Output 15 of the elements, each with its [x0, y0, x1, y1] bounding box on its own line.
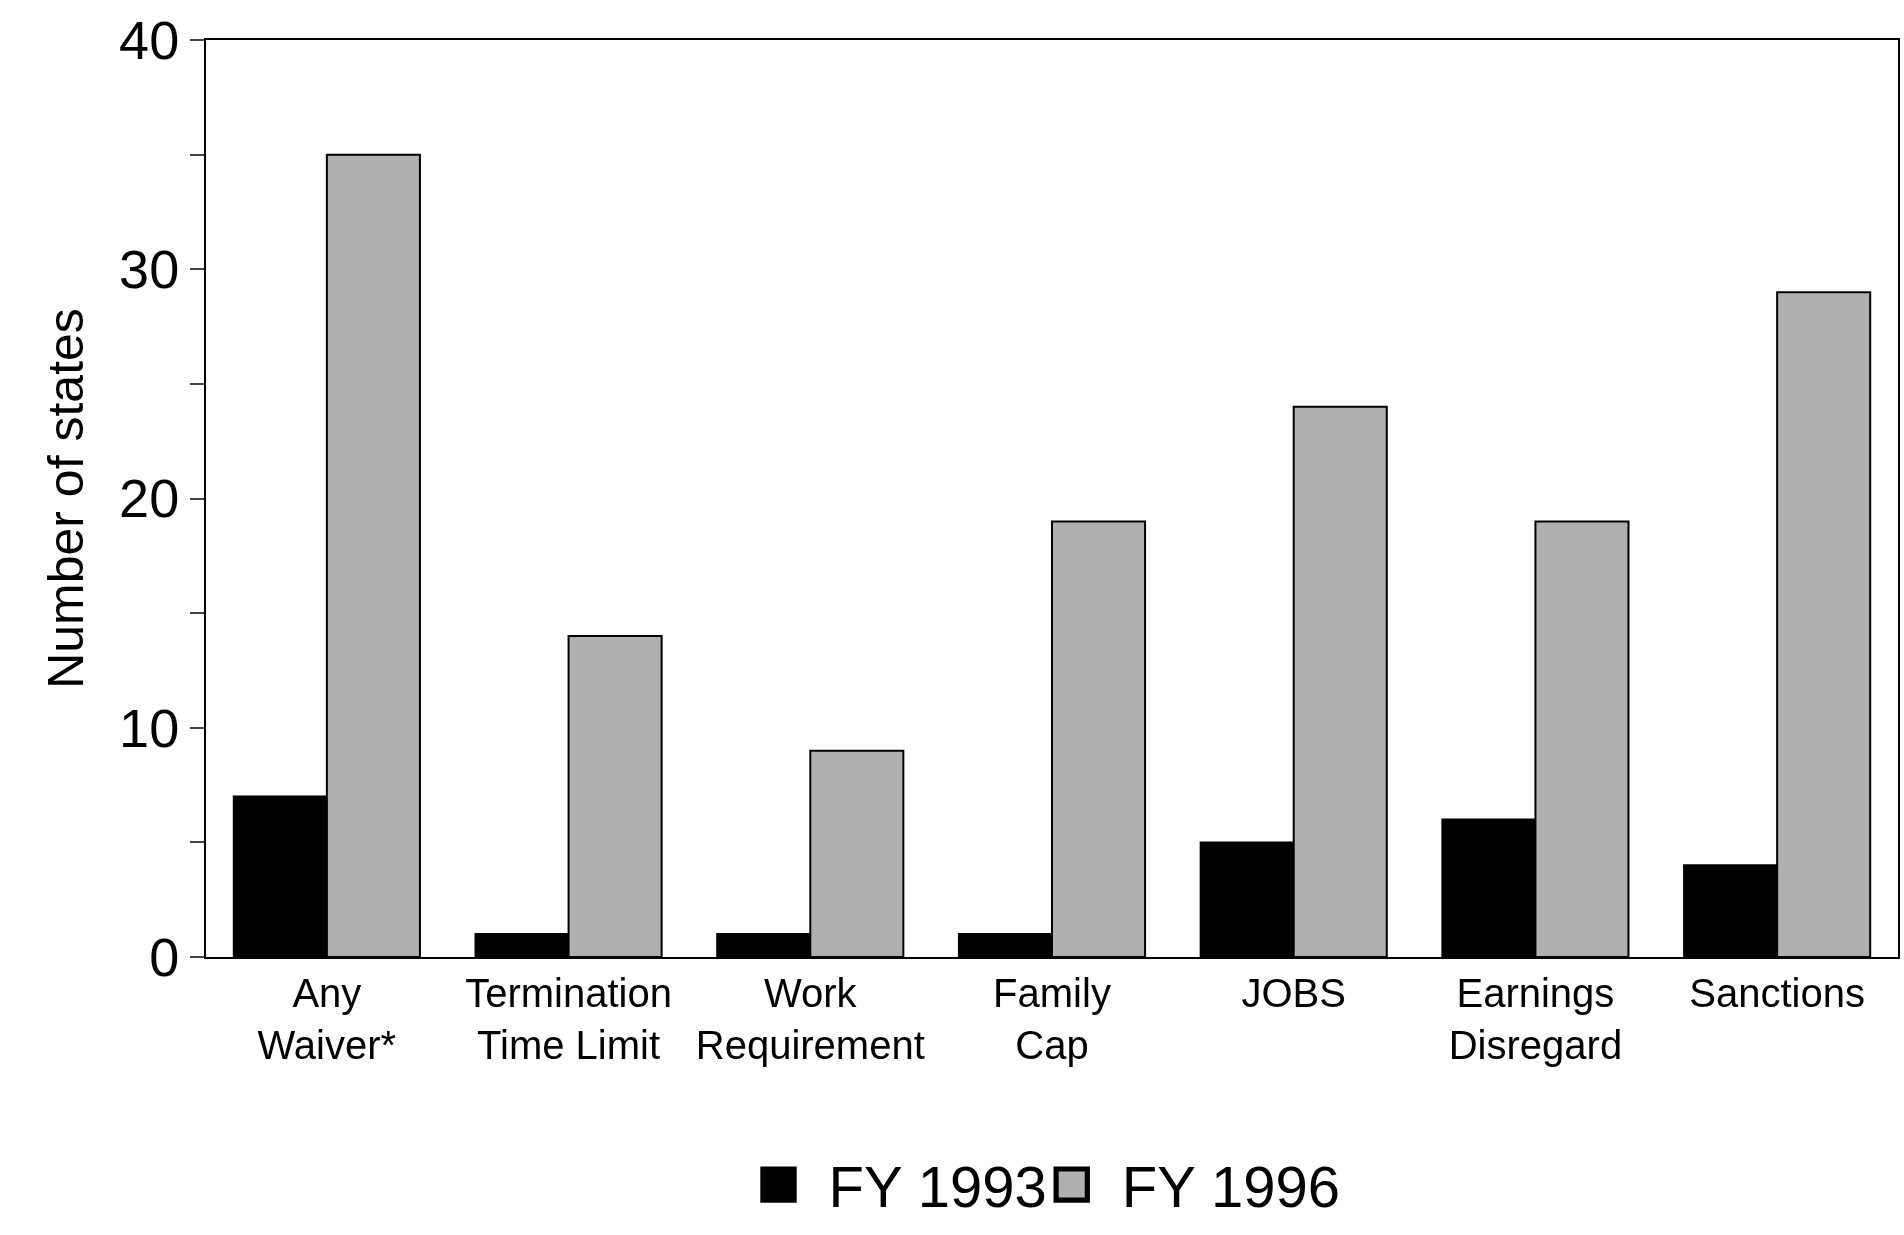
legend-label: FY 1993	[828, 1154, 1047, 1220]
y-tick-label: 0	[149, 926, 180, 987]
x-tick-label: Family Cap	[993, 971, 1111, 1067]
y-tick-label: 10	[119, 697, 180, 758]
x-tick-label: JOBS	[1241, 971, 1346, 1015]
x-tick-label: Termination Time Limit	[465, 971, 672, 1067]
x-tick-label: Earnings Disregard	[1448, 971, 1623, 1067]
x-tick-label: Sanctions	[1689, 971, 1865, 1015]
legend-label: FY 1996	[1121, 1154, 1340, 1220]
y-tick-label: 40	[119, 9, 180, 70]
y-tick-label: 30	[119, 239, 180, 300]
y-axis-title: Number of states	[37, 308, 94, 689]
y-tick-label: 20	[119, 468, 180, 529]
x-tick-label: Any Waiver*	[257, 971, 397, 1067]
x-tick-label: Work Requirement	[695, 971, 925, 1067]
